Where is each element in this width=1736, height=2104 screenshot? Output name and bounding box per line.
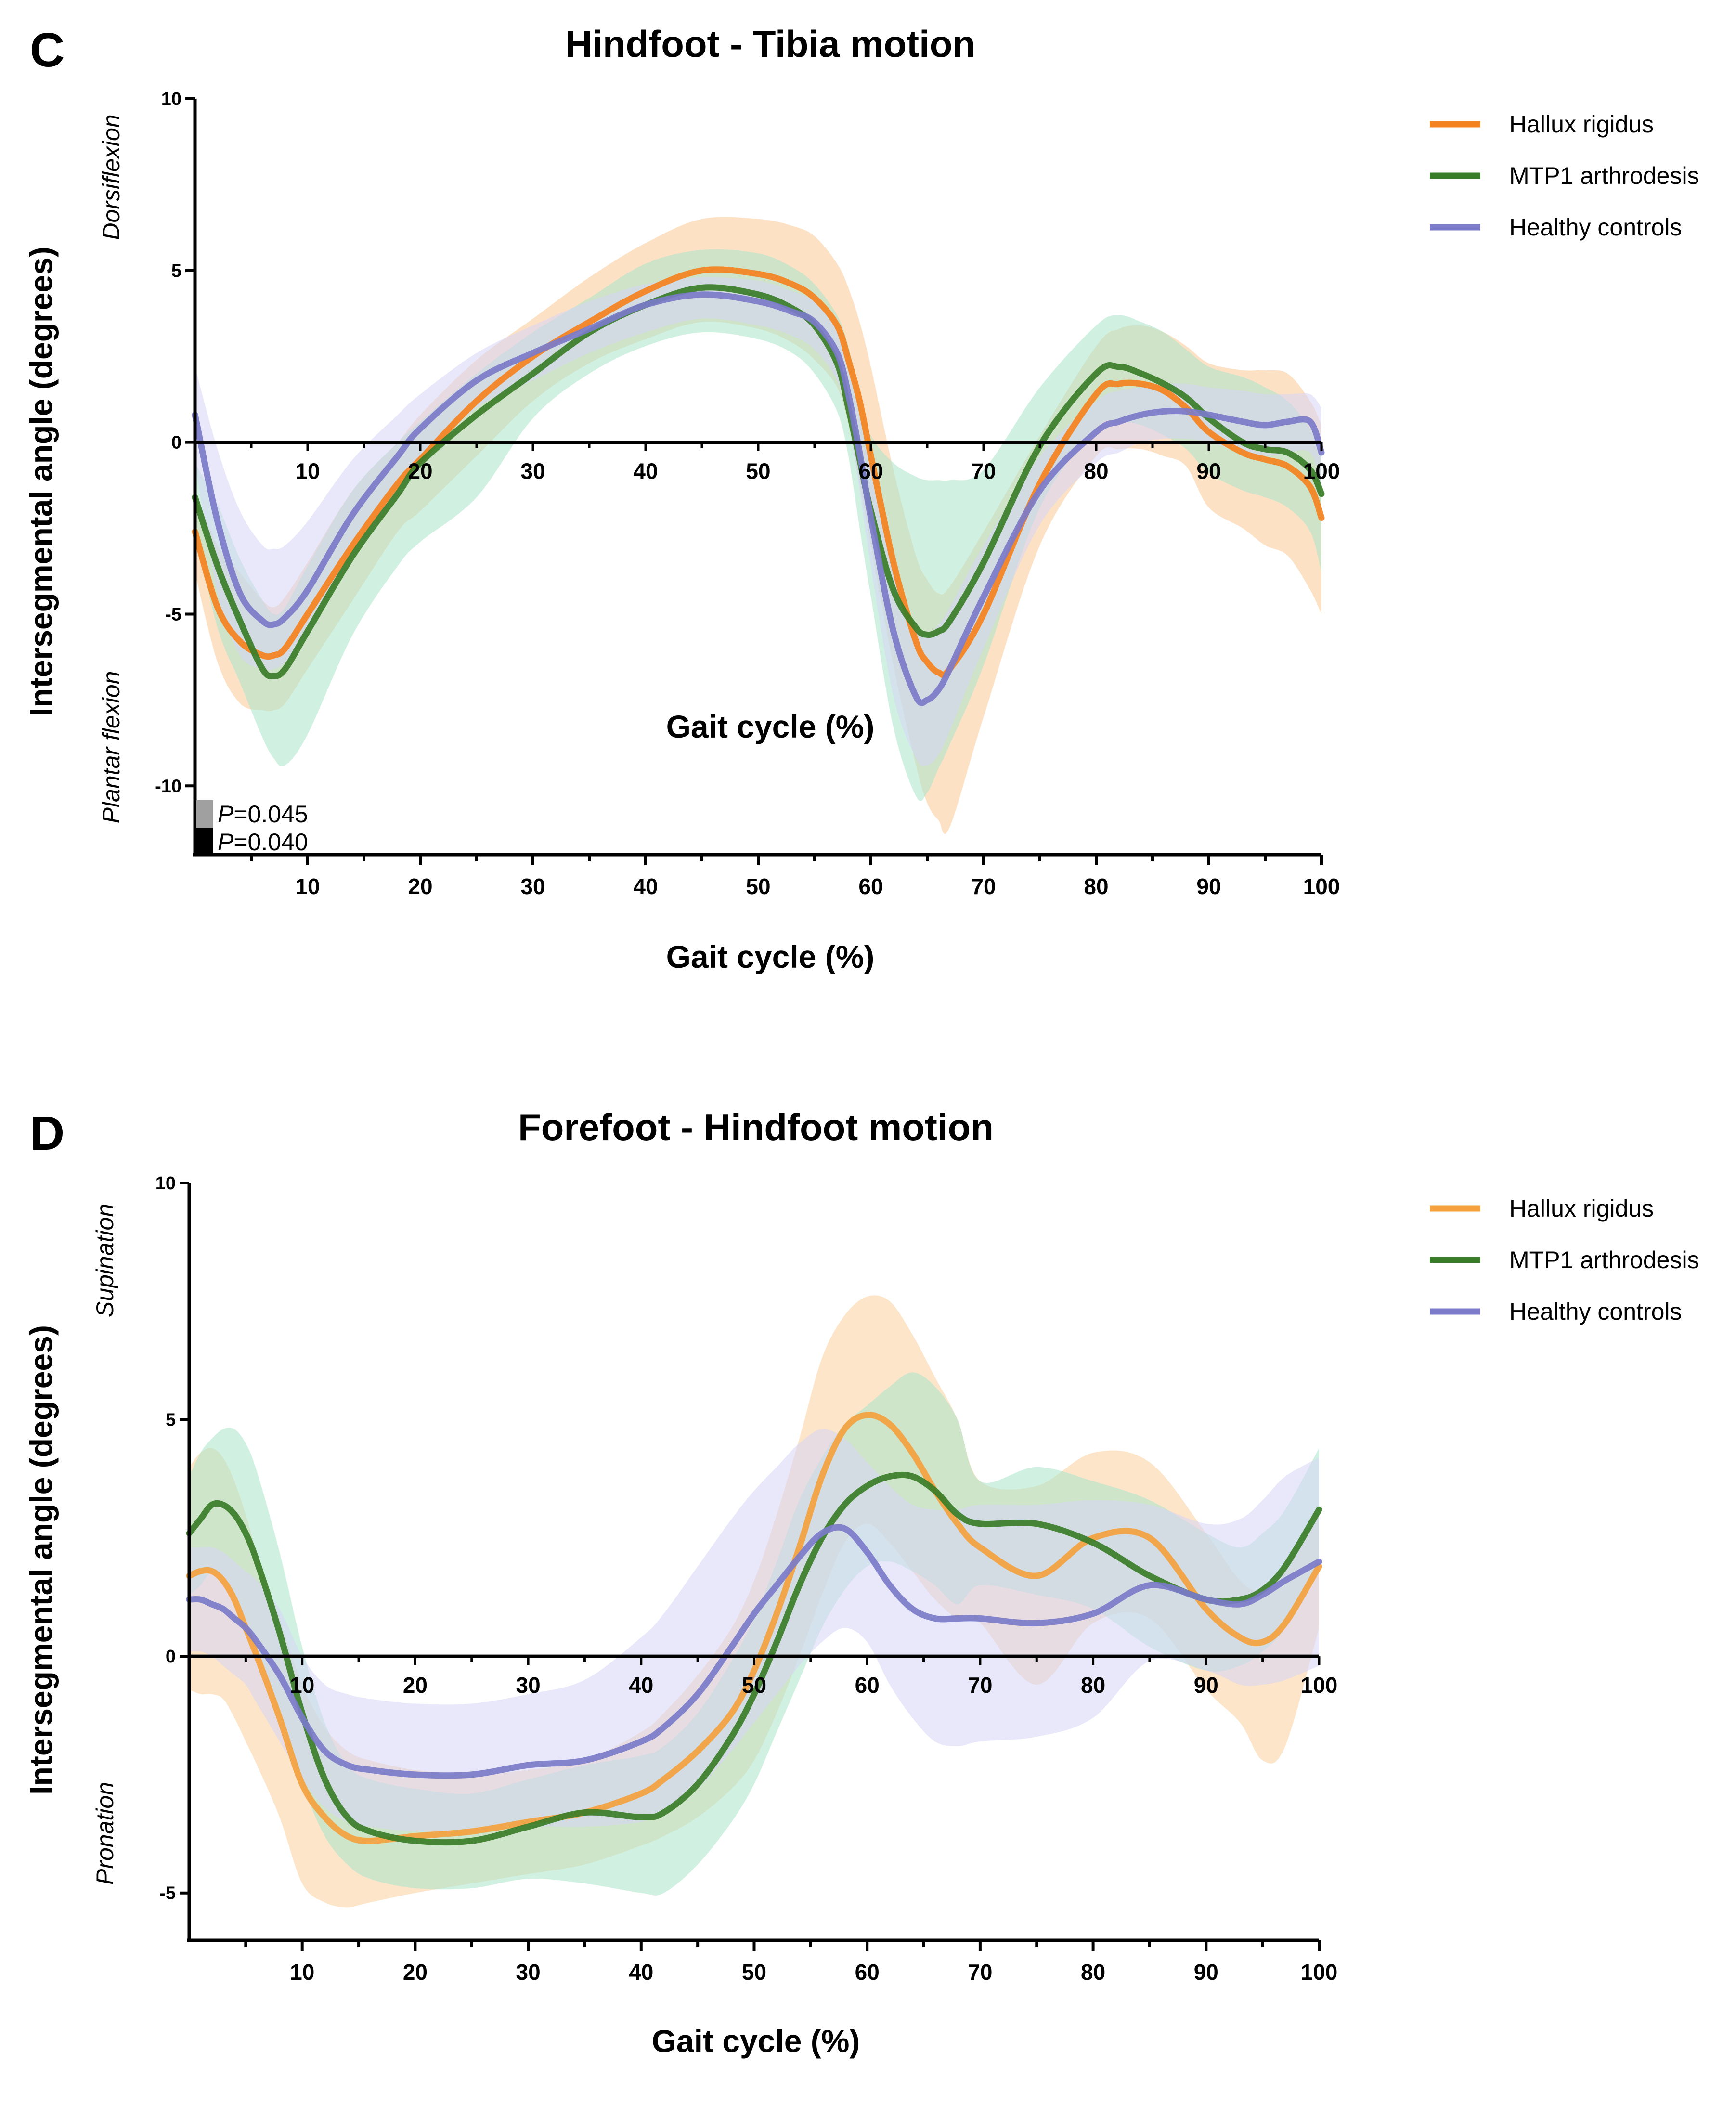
direction-negative-label: Pronation [91, 1782, 118, 1885]
y-tick-label: 5 [171, 261, 181, 281]
x-tick-label: 20 [408, 874, 432, 899]
y-tick-label: -10 [155, 776, 181, 796]
legend-label: Hallux rigidus [1509, 111, 1654, 138]
x-tick-label: 70 [971, 874, 996, 899]
zero-line-tick-label: 10 [295, 459, 320, 484]
significance-bar-gray [196, 800, 213, 828]
panel-d: D Forefoot - Hindfoot motion Intersegmen… [23, 1106, 1699, 2059]
zero-line-tick-label: 30 [516, 1673, 541, 1698]
zero-line-tick-label: 100 [1301, 1673, 1338, 1698]
zero-line-tick-label: 80 [1081, 1673, 1105, 1698]
y-tick-label: 10 [155, 1173, 176, 1194]
y-tick-label: 0 [171, 433, 181, 453]
zero-line-tick-label: 80 [1084, 459, 1108, 484]
zero-line-tick-label: 90 [1194, 1673, 1218, 1698]
confidence-bands [189, 1295, 1319, 1908]
axes: -10 -5 0 5 10 10 10 20 20 30 30 40 40 50 50 60 60 70 70 80 8… [155, 89, 1340, 899]
zero-line-tick-label: 20 [403, 1673, 428, 1698]
y-axis-label: Intersegmental angle (degrees) [23, 1325, 59, 1795]
y-tick-label: 0 [166, 1647, 176, 1667]
x-tick-label: 40 [629, 1960, 653, 1985]
x-tick-label: 40 [633, 874, 658, 899]
axes: -5 0 5 10 10 10 20 20 30 30 40 40 50 50 60 60 70 70 80 80 90… [155, 1173, 1338, 1985]
series-lines [192, 266, 1325, 706]
x-tick-label: 30 [520, 874, 545, 899]
x-tick-label: 60 [858, 874, 883, 899]
zero-line-tick-label: 60 [855, 1673, 880, 1698]
x-tick-label: 90 [1196, 874, 1221, 899]
zero-line-tick-label: 40 [629, 1673, 653, 1698]
y-tick-label: 10 [161, 89, 181, 109]
x-axis-label: Gait cycle (%) [666, 939, 875, 974]
y-tick-label: -5 [165, 604, 181, 624]
x-tick-label: 30 [516, 1960, 541, 1985]
zero-line-tick-label: 60 [858, 459, 883, 484]
legend-label: Hallux rigidus [1509, 1195, 1654, 1222]
x-tick-label: 100 [1303, 874, 1340, 899]
x-axis-label: Gait cycle (%) [652, 2023, 860, 2059]
series-lines [186, 1412, 1322, 1846]
x-axis-label-inner: Gait cycle (%) [666, 709, 875, 744]
series-line-hallux-rigidus [192, 266, 1325, 678]
zero-line-tick-label: 10 [290, 1673, 314, 1698]
x-tick-label: 50 [746, 874, 770, 899]
series-line-healthy-controls [186, 1524, 1322, 1779]
series-line-healthy-controls [192, 291, 1325, 706]
significance-label-2: P=0.040 [218, 829, 308, 856]
x-tick-label: 90 [1194, 1960, 1218, 1985]
direction-negative-label: Plantar flexion [98, 671, 125, 824]
panel-letter: D [30, 1106, 65, 1160]
x-tick-label: 100 [1301, 1960, 1338, 1985]
legend-label: MTP1 arthrodesis [1509, 1247, 1699, 1273]
zero-line-tick-label: 50 [742, 1673, 766, 1698]
legend-label: MTP1 arthrodesis [1509, 162, 1699, 189]
zero-line-tick-label: 30 [520, 459, 545, 484]
panel-c: C Hindfoot - Tibia motion Intersegmental… [23, 23, 1699, 974]
y-axis-label: Intersegmental angle (degrees) [23, 247, 59, 716]
x-tick-label: 80 [1084, 874, 1108, 899]
x-tick-label: 70 [968, 1960, 992, 1985]
zero-line-tick-label: 90 [1196, 459, 1221, 484]
zero-line-tick-label: 20 [408, 459, 432, 484]
zero-line-tick-label: 40 [633, 459, 658, 484]
chart-title: Hindfoot - Tibia motion [565, 23, 975, 65]
direction-positive-label: Dorsiflexion [98, 114, 125, 240]
zero-line-tick-label: 100 [1303, 459, 1340, 484]
panel-letter: C [30, 23, 65, 77]
band-healthy-controls [189, 1429, 1319, 1832]
zero-line-tick-label: 70 [971, 459, 996, 484]
x-tick-label: 60 [855, 1960, 880, 1985]
x-tick-label: 80 [1081, 1960, 1105, 1985]
zero-line-tick-label: 50 [746, 459, 770, 484]
legend-label: Healthy controls [1509, 1298, 1682, 1325]
series-line-mtp1-arthrodesis [186, 1471, 1322, 1846]
chart-title: Forefoot - Hindfoot motion [518, 1106, 994, 1148]
zero-line-tick-label: 70 [968, 1673, 992, 1698]
legend-label: Healthy controls [1509, 214, 1682, 241]
significance-bar-black [196, 828, 213, 856]
x-tick-label: 10 [295, 874, 320, 899]
x-tick-label: 20 [403, 1960, 428, 1985]
x-tick-label: 10 [290, 1960, 314, 1985]
series-line-hallux-rigidus [186, 1412, 1322, 1844]
legend: Hallux rigidus MTP1 arthrodesis Healthy co… [1430, 1195, 1699, 1325]
y-tick-label: 5 [166, 1410, 176, 1430]
direction-positive-label: Supination [91, 1204, 118, 1317]
x-tick-label: 50 [742, 1960, 766, 1985]
significance-label-1: P=0.045 [218, 801, 308, 828]
y-tick-label: -5 [159, 1883, 176, 1904]
legend: Hallux rigidus MTP1 arthrodesis Healthy co… [1430, 111, 1699, 241]
